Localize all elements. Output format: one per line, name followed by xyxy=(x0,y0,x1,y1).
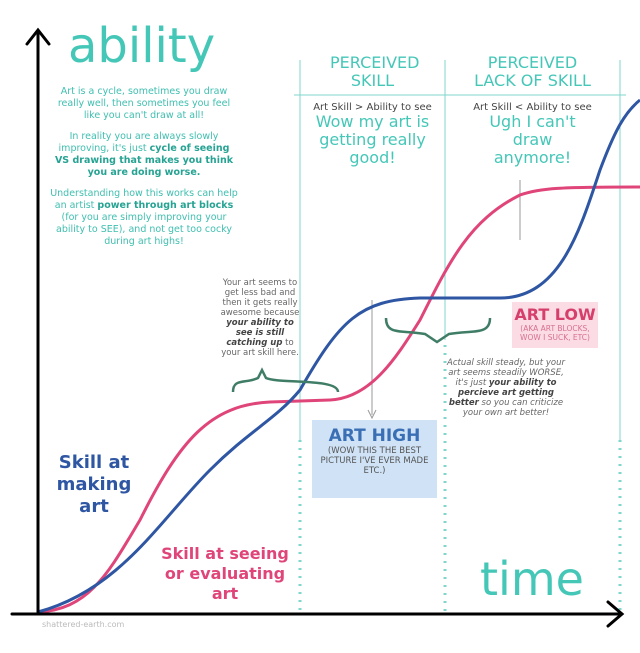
paragraph: Your art seems to get less bad and then … xyxy=(218,278,302,358)
callout-high: ART HIGH (WOW THIS THE BEST PICTURE I'VE… xyxy=(312,420,437,498)
text-run: power through art blocks xyxy=(97,200,234,211)
text-run: In reality you are always slowly improvi… xyxy=(58,131,219,154)
text-run: to your art skill here. xyxy=(221,338,299,358)
text-run: so you can criticize your own art better… xyxy=(462,398,564,418)
column-thought: Wow my art is getting really good! xyxy=(315,112,430,167)
paragraph: Art is a cycle, sometimes you draw reall… xyxy=(50,86,238,122)
text-run: Your art seems to get less bad and then … xyxy=(220,278,300,318)
text-run: your ability to see is still catching up xyxy=(226,318,294,348)
column: PERCEIVED SKILL Art Skill > Ability to s… xyxy=(300,54,445,167)
text-run: Actual skill steady, but your art seems … xyxy=(447,358,565,388)
callout-subtitle: (WOW THIS THE BEST PICTURE I'VE EVER MAD… xyxy=(320,446,429,476)
callout-title: ART LOW xyxy=(514,305,596,324)
arrow-head xyxy=(367,409,377,420)
column: PERCEIVED LACK OF SKILL Art Skill < Abil… xyxy=(445,54,620,167)
callout-subtitle: (AKA ART BLOCKS, WOW I SUCK, ETC) xyxy=(520,324,590,342)
curve-label: Skill at making art xyxy=(56,452,132,517)
title: ability xyxy=(68,18,216,74)
column-heading: PERCEIVED SKILL xyxy=(330,53,420,90)
curve-label: Skill at seeing or evaluating art xyxy=(161,544,289,603)
brace xyxy=(384,317,492,344)
y-axis-arrow xyxy=(25,27,51,46)
text-run: your ability to percieve art getting bet… xyxy=(448,378,557,408)
intro: Art is a cycle, sometimes you draw reall… xyxy=(50,86,238,257)
axis-label: time xyxy=(480,552,584,606)
text-run: (for you are simply improving your abili… xyxy=(56,212,232,247)
column-rule: Art Skill < Ability to see xyxy=(473,102,592,113)
callout-title: ART HIGH xyxy=(328,426,421,446)
text-run: Understanding how this works can help an… xyxy=(50,188,238,211)
x-axis-arrow xyxy=(606,600,625,628)
column-rule: Art Skill > Ability to see xyxy=(313,102,432,113)
callout-low: ART LOW (AKA ART BLOCKS, WOW I SUCK, ETC… xyxy=(512,302,598,348)
column-heading: PERCEIVED LACK OF SKILL xyxy=(474,53,591,90)
brace xyxy=(231,367,340,393)
axes xyxy=(10,27,625,628)
column-thought: Ugh I can't draw anymore! xyxy=(489,112,576,167)
paragraph: Actual skill steady, but your art seems … xyxy=(442,358,570,418)
watermark: shattered-earth.com xyxy=(42,620,125,629)
text-run: cycle of seeing VS drawing that makes yo… xyxy=(54,143,234,178)
paragraph: In reality you are always slowly improvi… xyxy=(50,131,238,179)
skill-curve xyxy=(37,98,640,614)
note: Your art seems to get less bad and then … xyxy=(218,278,302,358)
paragraph: Understanding how this works can help an… xyxy=(50,188,238,248)
braces xyxy=(231,317,492,393)
seeing-curve xyxy=(37,185,640,614)
note: Actual skill steady, but your art seems … xyxy=(442,358,570,418)
text-run: Art is a cycle, sometimes you draw reall… xyxy=(57,86,231,121)
